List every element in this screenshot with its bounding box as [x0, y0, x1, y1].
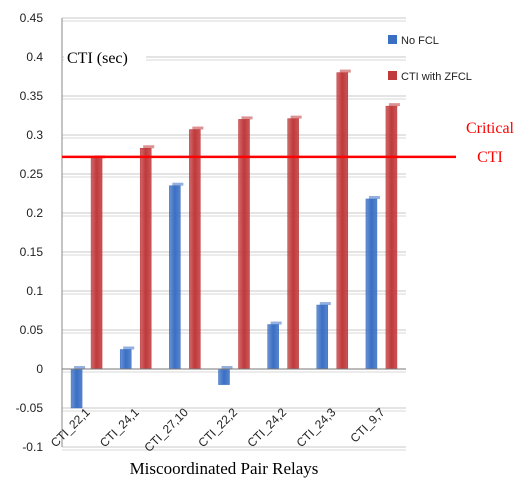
- y-axis-label: CTI (sec): [67, 50, 128, 67]
- bar-top-shade: [368, 195, 380, 199]
- y-tick-label: 0.2: [26, 206, 43, 220]
- legend-swatch: [388, 35, 397, 44]
- bar-no-fcl: [218, 368, 230, 385]
- bar-top-shade: [290, 115, 302, 119]
- x-tick-label: CTI_24,2: [244, 405, 289, 450]
- x-axis-label: Miscoordinated Pair Relays: [130, 459, 319, 478]
- critical-cti-label-line2: CTI: [477, 149, 503, 166]
- legend-label: CTI with ZFCL: [401, 71, 472, 83]
- y-tick-label: 0.4: [26, 50, 43, 64]
- y-tick-label: 0.05: [20, 323, 44, 337]
- bar-top-shade: [74, 366, 86, 369]
- y-tick-label: 0.45: [20, 11, 44, 25]
- bar-top-shade: [221, 366, 233, 369]
- legend-swatch: [388, 71, 397, 80]
- y-tick-label: 0.1: [26, 284, 43, 298]
- y-axis-ticks: -0.1 -0.05 0 0.05 0.1 0.15 0.2 0.25 0.3 0.35 0.4 0.…: [16, 11, 44, 454]
- y-tick-label: 0: [36, 362, 43, 376]
- bar-cti-with-zfcl: [189, 129, 201, 370]
- bar-cti-with-zfcl: [336, 72, 349, 370]
- legend: No FCL CTI with ZFCL: [388, 35, 472, 83]
- bar-no-fcl: [119, 349, 132, 370]
- bar-top-shade: [192, 126, 204, 130]
- y-label-background: [64, 45, 146, 69]
- bar-top-shade: [143, 145, 155, 149]
- y-tick-label: 0.15: [20, 245, 44, 259]
- x-tick-label: CTI_24,3: [294, 405, 339, 450]
- bar-no-fcl: [316, 304, 329, 370]
- bar-top-shade: [123, 346, 135, 350]
- bar-top-shade: [319, 302, 331, 306]
- bar-no-fcl: [267, 324, 279, 370]
- bar-no-fcl: [169, 185, 181, 370]
- x-tick-label: CTI_22,2: [195, 405, 240, 450]
- y-tick-label: 0.25: [20, 167, 44, 181]
- bar-cti-with-zfcl: [385, 105, 398, 370]
- bar-cti-with-zfcl: [139, 148, 152, 370]
- legend-label: No FCL: [401, 35, 439, 47]
- bar-top-shade: [270, 321, 282, 325]
- bars: [70, 69, 400, 409]
- bar-top-shade: [388, 103, 400, 107]
- x-tick-label: CTI_24,1: [97, 405, 142, 450]
- bar-top-shade: [339, 69, 351, 73]
- bar-no-fcl: [365, 198, 378, 370]
- bar-no-fcl: [70, 368, 83, 409]
- y-tick-label: -0.05: [16, 401, 44, 415]
- bar-top-shade: [241, 116, 253, 120]
- y-tick-label: 0.35: [20, 89, 44, 103]
- y-tick-label: -0.1: [22, 440, 43, 454]
- critical-cti-label-line1: Critical: [466, 120, 515, 137]
- x-tick-label: CTI_22,1: [48, 405, 93, 450]
- bar-cti-with-zfcl: [90, 158, 103, 370]
- y-tick-label: 0.3: [26, 128, 43, 142]
- gridlines: [62, 17, 406, 451]
- bar-top-shade: [172, 182, 184, 186]
